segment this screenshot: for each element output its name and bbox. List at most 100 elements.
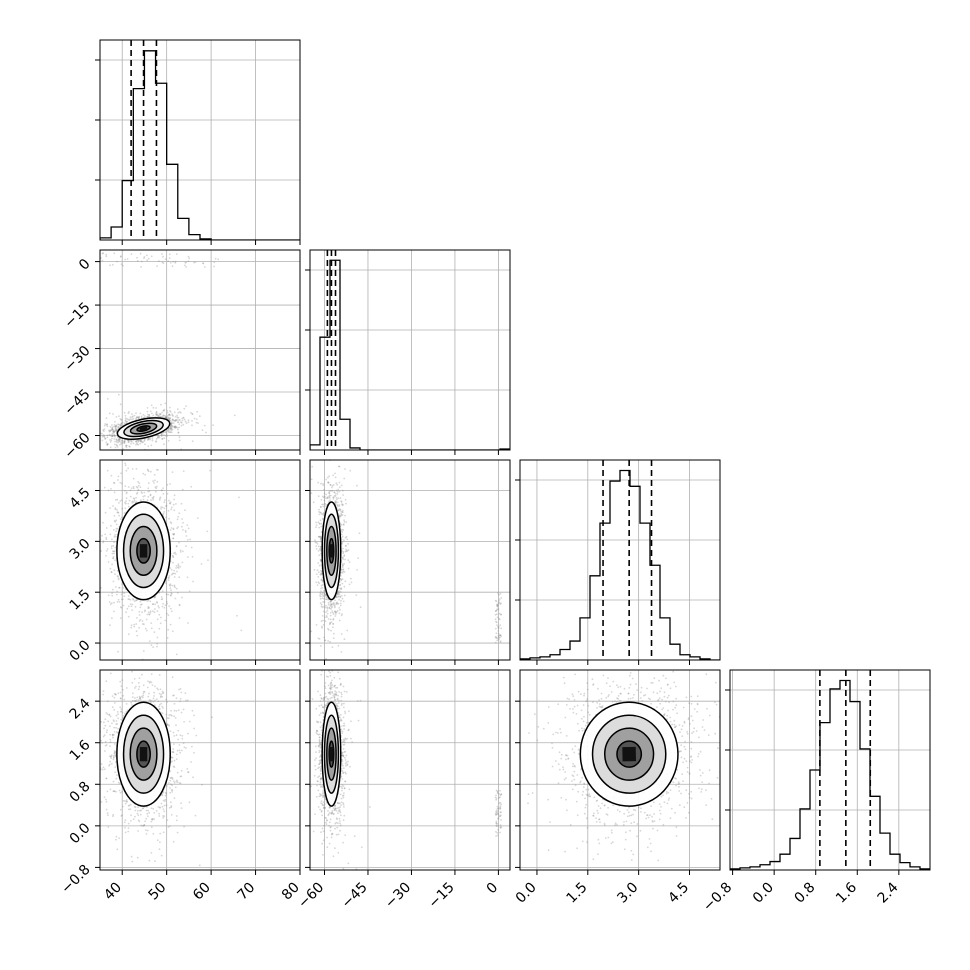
y-tick-label: −30 [61,343,93,375]
scatter-point [146,468,149,471]
scatter-point [329,600,332,602]
scatter-point [171,424,174,427]
scatter-point [496,605,499,608]
scatter-point [147,490,150,493]
scatter-point [185,405,188,407]
scatter-point [144,627,147,630]
scatter-point [117,575,119,578]
scatter-point [111,263,114,266]
scatter-point [108,412,111,415]
scatter-point [187,622,189,624]
scatter-point [324,620,327,623]
scatter-point [341,511,344,513]
scatter-point [137,416,140,419]
scatter-point [124,507,127,510]
scatter-point [329,622,331,624]
scatter-point [160,695,162,697]
scatter-point [139,440,142,442]
scatter-point [497,630,500,632]
scatter-point [334,615,337,617]
scatter-point [317,545,320,548]
scatter-point [334,476,337,479]
scatter-point [114,754,117,757]
scatter-point [113,750,116,752]
scatter-point [345,535,348,538]
scatter-point [313,568,316,571]
scatter-point [105,536,108,539]
scatter-point [331,484,334,487]
scatter-point [115,429,117,431]
scatter-point [500,597,503,599]
scatter-point [115,429,118,432]
scatter-point [146,613,149,616]
scatter-point [147,482,150,484]
scatter-point [161,590,164,593]
scatter-point [109,264,111,267]
scatter-point [338,504,341,506]
scatter-point [161,598,164,600]
scatter-point [123,440,126,443]
scatter-point [113,434,116,437]
scatter-point [316,569,319,572]
scatter-point [185,266,188,268]
scatter-point [115,416,118,418]
scatter-point [323,595,325,598]
scatter-point [322,619,324,622]
scatter-point [323,512,325,514]
scatter-point [178,512,181,515]
scatter-point [329,484,332,486]
scatter-point [121,598,124,601]
scatter-point [120,419,123,421]
scatter-point [113,424,116,426]
scatter-point [141,611,144,614]
scatter-point [345,545,347,547]
scatter-point [103,734,106,736]
scatter-point [147,438,150,441]
scatter-point [146,439,149,441]
scatter-point [127,598,130,600]
scatter-point [191,420,193,422]
scatter-point [174,426,177,429]
scatter-point [328,495,331,498]
scatter-point [140,440,143,443]
scatter-point [347,567,350,570]
scatter-point [319,595,322,598]
scatter-point [104,511,107,514]
scatter-point [124,414,127,417]
scatter-point [334,502,337,505]
scatter-point [332,611,334,614]
scatter-point [169,427,171,429]
scatter-point [137,489,140,491]
scatter-point [116,446,119,448]
scatter-point [163,409,165,412]
scatter-point [110,439,113,442]
scatter-point [156,485,158,488]
scatter-point [332,618,335,620]
scatter-point [345,550,348,552]
scatter-point [135,440,138,443]
scatter-point [130,439,133,442]
scatter-point [136,256,138,259]
scatter-point [319,645,322,647]
scatter-point [167,579,170,582]
scatter-point [180,424,183,427]
scatter-point [170,506,173,509]
scatter-point [320,584,323,587]
scatter-point [107,720,110,723]
scatter-point [123,512,126,514]
scatter-point [185,747,187,749]
scatter-point [310,492,313,494]
scatter-point [132,417,135,420]
scatter-point [114,499,117,501]
scatter-point [336,501,339,504]
scatter-point [323,492,326,495]
scatter-point [111,435,114,437]
scatter-point [64,426,66,428]
scatter-point [120,423,123,425]
scatter-point [153,611,156,614]
scatter-point [135,599,138,602]
scatter-point [317,581,320,583]
scatter-point [342,552,345,555]
scatter-point [150,627,153,630]
scatter-point [167,440,170,442]
